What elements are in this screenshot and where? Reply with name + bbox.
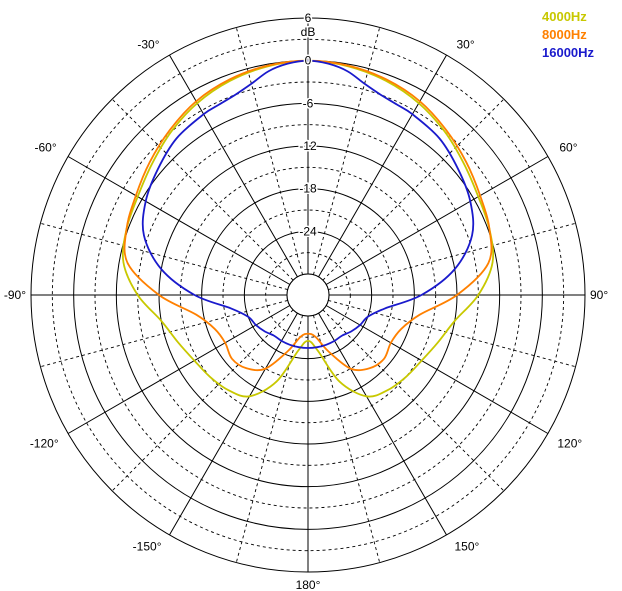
angle-tick-label: -120° (30, 437, 59, 451)
angle-tick-label: -30° (137, 38, 159, 52)
radial-tick-label: -6 (303, 96, 314, 110)
angle-tick-label: -60° (34, 141, 56, 155)
grid-spoke-minor (40, 300, 288, 368)
angle-tick-label: -150° (133, 539, 162, 553)
angle-tick-label: -90° (4, 288, 26, 302)
grid-spoke-minor (40, 222, 288, 290)
grid-spoke-minor (328, 222, 576, 290)
angle-tick-label: 60° (559, 141, 577, 155)
polar-labels: 6 0 -6 -12 -18 -24 dB 30° 60° 90° 120° 150° 180° -150… (4, 10, 609, 591)
angle-tick-label: 30° (457, 38, 475, 52)
polar-traces (121, 59, 495, 398)
grid-spoke (169, 312, 298, 536)
grid-spoke (318, 54, 447, 278)
grid-spoke-minor (322, 309, 505, 492)
grid-spoke-minor (313, 315, 381, 563)
radial-tick-label: 0 (305, 54, 312, 68)
grid-spoke (325, 305, 549, 434)
grid-spoke-minor (111, 309, 294, 492)
radial-tick-label: 6 (305, 11, 312, 25)
angle-tick-label: 150° (455, 539, 480, 553)
grid-spoke (169, 54, 298, 278)
angle-tick-label: 180° (296, 578, 321, 591)
legend-entry: 16000Hz (542, 45, 595, 60)
legend: 4000Hz 8000Hz 16000Hz (542, 9, 595, 60)
grid-spoke (318, 312, 447, 536)
series-line-4000Hz (121, 59, 495, 398)
grid-spoke-minor (322, 98, 505, 281)
radial-tick-label: -18 (299, 182, 317, 196)
series-line-8000Hz (123, 59, 493, 372)
grid-spoke (67, 156, 291, 285)
series-line-16000Hz (141, 59, 475, 349)
grid-spoke-minor (111, 98, 294, 281)
center-hub (286, 273, 330, 317)
grid-spoke-minor (235, 27, 303, 275)
grid-spoke-minor (235, 315, 303, 563)
radial-tick-label: -12 (299, 139, 317, 153)
grid-spoke (67, 305, 291, 434)
radial-tick-label: -24 (299, 224, 317, 238)
angle-tick-label: 90° (590, 288, 608, 302)
grid-spoke-minor (313, 27, 381, 275)
radial-unit-label: dB (301, 25, 316, 39)
legend-entry: 8000Hz (542, 27, 587, 42)
grid-spoke-minor (328, 300, 576, 368)
grid-spoke (325, 156, 549, 285)
legend-entry: 4000Hz (542, 9, 587, 24)
angle-tick-label: 120° (557, 437, 582, 451)
